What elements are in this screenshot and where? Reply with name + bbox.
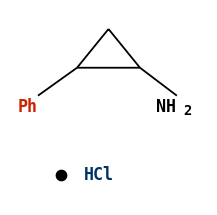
Text: Ph: Ph: [17, 98, 37, 117]
Text: HCl: HCl: [84, 166, 113, 184]
Point: [59, 174, 62, 177]
Text: 2: 2: [183, 104, 192, 118]
Text: NH: NH: [156, 98, 176, 117]
